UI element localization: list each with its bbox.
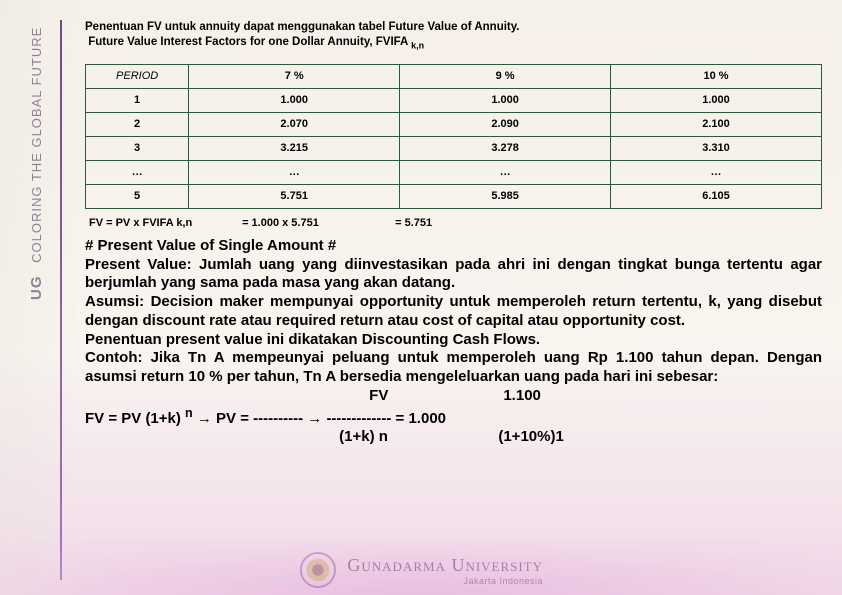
- value-cell: 1.000: [611, 88, 822, 112]
- content-area: Penentuan FV untuk annuity dapat menggun…: [85, 20, 822, 447]
- value-cell: 3.278: [400, 136, 611, 160]
- value-cell: 6.105: [611, 184, 822, 208]
- university-location: Jakarta Indonesia: [347, 576, 543, 586]
- value-cell: 3.215: [189, 136, 400, 160]
- arrow-icon: →: [197, 410, 212, 427]
- period-cell: 2: [86, 112, 189, 136]
- value-cell: 3.310: [611, 136, 822, 160]
- formula-part2: = 1.000 x 5.751: [242, 217, 392, 229]
- footer-inner: Gunadarma University Jakarta Indonesia: [299, 551, 543, 589]
- sidebar: UG COLORING THE GLOBAL FUTURE: [0, 0, 75, 595]
- footer: Gunadarma University Jakarta Indonesia: [0, 540, 842, 595]
- value-cell: 2.090: [400, 112, 611, 136]
- frac-exp: n: [185, 406, 193, 420]
- fvifa-table: PERIOD 7 % 9 % 10 % 1 1.000 1.000 1.000 …: [85, 64, 822, 209]
- frac-line-b: PV = ----------: [216, 410, 307, 427]
- sidebar-tagline: COLORING THE GLOBAL FUTURE: [29, 27, 44, 263]
- value-cell: 1.000: [400, 88, 611, 112]
- heading-subscript: k,n: [411, 40, 424, 50]
- footer-text: Gunadarma University Jakarta Indonesia: [347, 555, 543, 586]
- body-text: # Present Value of Single Amount # Prese…: [85, 237, 822, 447]
- pv-definition: Present Value: Jumlah uang yang diinvest…: [85, 256, 822, 292]
- frac-line-a: FV = PV (1+k): [85, 410, 185, 427]
- value-cell: …: [189, 160, 400, 184]
- value-cell: 5.751: [189, 184, 400, 208]
- table-row: 3 3.215 3.278 3.310: [86, 136, 822, 160]
- pv-discounting: Penentuan present value ini dikatakan Di…: [85, 331, 540, 348]
- university-name: Gunadarma University: [347, 555, 543, 576]
- table-row: 1 1.000 1.000 1.000: [86, 88, 822, 112]
- value-cell: 2.070: [189, 112, 400, 136]
- pv-example: Contoh: Jika Tn A mempeunyai peluang unt…: [85, 349, 822, 385]
- table-row: … … … …: [86, 160, 822, 184]
- sidebar-accent-line: [60, 20, 62, 580]
- value-cell: 5.985: [400, 184, 611, 208]
- col-header: 10 %: [611, 64, 822, 88]
- period-cell: …: [86, 160, 189, 184]
- formula-line: FV = PV x FVIFA k,n = 1.000 x 5.751 = 5.…: [89, 217, 822, 229]
- formula-part1: FV = PV x FVIFA k,n: [89, 217, 239, 229]
- sidebar-brand: UG: [28, 276, 45, 301]
- pv-section-head: # Present Value of Single Amount #: [85, 237, 822, 256]
- value-cell: 2.100: [611, 112, 822, 136]
- formula-part3: = 5.751: [395, 217, 432, 229]
- table-row: 2 2.070 2.090 2.100: [86, 112, 822, 136]
- frac-denom-b: (1+10%)1: [498, 428, 563, 445]
- table-header-row: PERIOD 7 % 9 % 10 %: [86, 64, 822, 88]
- col-header: 9 %: [400, 64, 611, 88]
- sidebar-text: UG COLORING THE GLOBAL FUTURE: [28, 27, 45, 300]
- period-cell: 3: [86, 136, 189, 160]
- table-row: 5 5.751 5.985 6.105: [86, 184, 822, 208]
- arrow-icon: →: [307, 410, 322, 427]
- period-cell: 5: [86, 184, 189, 208]
- value-cell: …: [611, 160, 822, 184]
- value-cell: …: [400, 160, 611, 184]
- heading-line1: Penentuan FV untuk annuity dapat menggun…: [85, 21, 519, 33]
- frac-fv-value: 1.100: [503, 387, 541, 404]
- value-cell: 1.000: [189, 88, 400, 112]
- pv-assumption: Asumsi: Decision maker mempunyai opportu…: [85, 293, 822, 329]
- period-header: PERIOD: [86, 64, 189, 88]
- heading-line2: Future Value Interest Factors for one Do…: [88, 36, 408, 48]
- col-header: 7 %: [189, 64, 400, 88]
- period-cell: 1: [86, 88, 189, 112]
- university-logo-icon: [299, 551, 337, 589]
- frac-denom-a: (1+k) n: [339, 428, 494, 447]
- frac-line-c: ------------- = 1.000: [326, 410, 446, 427]
- fraction-block: FV 1.100 FV = PV (1+k) n → PV = --------…: [85, 387, 822, 447]
- heading: Penentuan FV untuk annuity dapat menggun…: [85, 20, 822, 52]
- frac-fv-label: FV: [369, 387, 499, 406]
